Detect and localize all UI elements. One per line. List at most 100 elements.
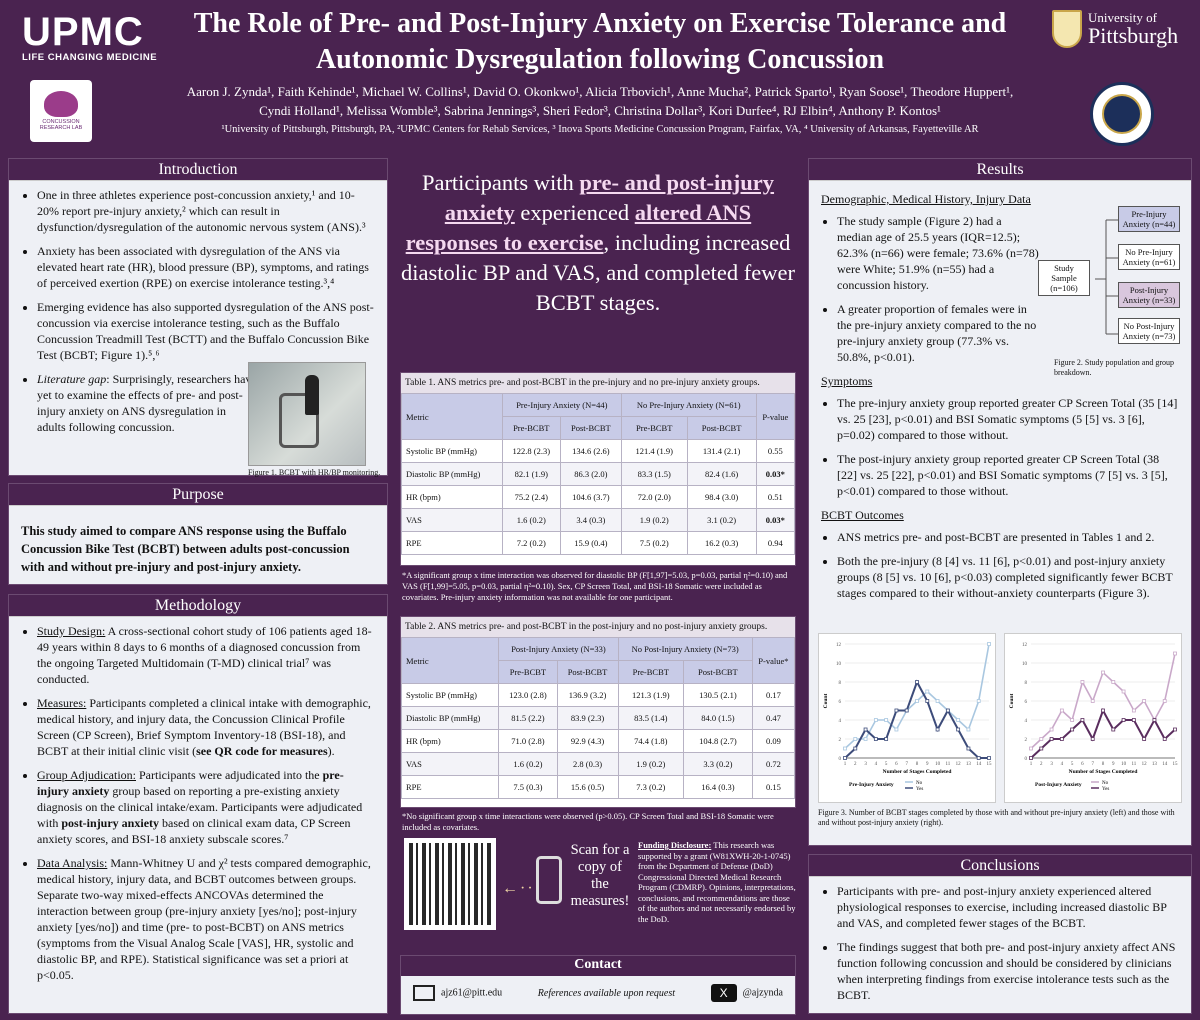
x-tick-label: 14: [976, 762, 982, 767]
metric-cell: Diastolic BP (mmHg): [401, 462, 503, 486]
study-design-text: A cross-sectional cohort study of 106 pa…: [37, 624, 372, 686]
pitt-p: Pittsburgh: [1088, 23, 1179, 48]
data-point: [945, 708, 950, 713]
measures-text: Participants completed a clinical intake…: [37, 696, 371, 758]
value-cell: 7.5 (0.3): [498, 775, 558, 799]
value-cell: 0.51: [755, 485, 796, 509]
qr-code[interactable]: [404, 838, 496, 930]
adjudication-text-2: group based on reporting a pre-existing …: [37, 784, 363, 830]
value-cell: 121.4 (1.9): [620, 439, 688, 463]
adjudication-bold-2: post-injury anxiety: [61, 816, 160, 830]
x-tick-label: 5: [1071, 762, 1074, 767]
results-bullet: ANS metrics pre- and post-BCBT are prese…: [837, 529, 1179, 545]
legend-entry: No: [916, 781, 923, 786]
data-point: [1080, 680, 1085, 684]
value-cell: 84.0 (1.5): [683, 706, 753, 730]
value-cell: 122.8 (2.3): [501, 439, 561, 463]
figure-3-caption: Figure 3. Number of BCBT stages complete…: [818, 808, 1175, 827]
poster-header: UPMC LIFE CHANGING MEDICINE CONCUSSION R…: [0, 0, 1200, 150]
x-axis-label: Number of Stages Completed: [1069, 769, 1138, 775]
metric-cell: Systolic BP (mmHg): [400, 683, 500, 707]
email-link[interactable]: ajz61@pitt.edu: [413, 985, 502, 1001]
data-point: [1029, 746, 1033, 751]
value-cell: 136.9 (3.2): [556, 683, 619, 707]
gap-text: : Surprisingly, researchers have yet to …: [37, 372, 257, 434]
y-tick-label: 10: [1022, 662, 1028, 667]
group-header: Pre-Injury Anxiety (N=44): [501, 393, 622, 417]
headline-part: , including increased diastolic BP and V…: [401, 230, 795, 315]
y-tick-label: 0: [1025, 757, 1028, 762]
table-row: Diastolic BP (mmHg) 82.1 (1.9) 86.3 (2.0) 8…: [401, 462, 796, 486]
x-tick-label: 2: [1040, 762, 1043, 767]
data-point: [915, 680, 919, 684]
references-note: References available upon request: [537, 987, 676, 999]
table-row: VAS 1.6 (0.2) 3.4 (0.3) 1.9 (0.2) 3.1 (0.2) 0…: [401, 508, 796, 532]
y-tick-label: 2: [1025, 738, 1028, 743]
adjudication-text: Participants were adjudicated into the: [136, 768, 323, 782]
method-bullet: Group Adjudication: Participants were ad…: [37, 767, 375, 847]
value-cell: 3.1 (0.2): [686, 508, 757, 532]
value-cell: 0.55: [755, 439, 796, 463]
data-point: [1059, 737, 1064, 741]
col-header: Pre-BCBT: [498, 660, 558, 684]
value-cell: 92.9 (4.3): [556, 729, 619, 753]
y-tick-label: 12: [836, 643, 842, 648]
method-bullet: Study Design: A cross-sectional cohort s…: [37, 623, 375, 687]
y-tick-label: 0: [839, 757, 842, 762]
x-tick-label: 1: [844, 762, 847, 767]
poster-title: The Role of Pre- and Post-Injury Anxiety…: [193, 8, 1007, 75]
y-tick-label: 8: [839, 681, 842, 686]
purpose-text: This study aimed to compare ANS response…: [21, 524, 350, 574]
adjudication-bold-1: pre-injury anxiety: [37, 768, 344, 798]
value-cell: 0.09: [751, 729, 796, 753]
value-cell: 1.9 (0.2): [620, 508, 688, 532]
legend-entry: No: [1102, 781, 1109, 786]
x-tick-label: 15: [987, 762, 993, 767]
metric-cell: HR (bpm): [401, 485, 503, 509]
results-bullet: The post-injury anxiety group reported g…: [837, 451, 1179, 499]
data-point: [873, 718, 878, 722]
y-tick-label: 12: [1022, 643, 1028, 648]
value-cell: 121.3 (1.9): [617, 683, 685, 707]
chart-post-injury: 0 2 4 6 8 10 12 1 2 3 4 5 6 7 8 9 10 11 12 13 14 15 Number of …: [1004, 633, 1182, 803]
orthopaedic-seal-icon: [1090, 82, 1154, 146]
data-point: [1162, 737, 1167, 741]
intro-bullet: One in three athletes experience post-co…: [37, 187, 375, 235]
no-post-injury-box: No Post-Injury Anxiety (n=73): [1118, 318, 1180, 344]
y-axis-label: Count: [1009, 693, 1015, 708]
value-cell: 74.4 (1.8): [617, 729, 685, 753]
flow-connectors: [1095, 219, 1118, 335]
y-tick-label: 4: [839, 719, 842, 724]
x-tick-label: 12: [1142, 762, 1148, 767]
data-point: [853, 746, 858, 751]
data-point: [1101, 670, 1105, 675]
data-point: [1111, 727, 1116, 732]
value-cell: 131.4 (2.1): [686, 439, 757, 463]
series-line: [844, 643, 990, 750]
x-tick-label: 4: [1061, 762, 1064, 767]
data-point: [1070, 727, 1075, 732]
headline-part: experienced: [514, 200, 635, 225]
data-point: [843, 746, 847, 751]
data-point: [884, 737, 889, 741]
results-title: Results: [809, 159, 1191, 181]
x-handle-link[interactable]: X @ajzynda: [710, 984, 783, 1002]
x-logo-icon: X: [710, 984, 737, 1002]
data-point: [1049, 737, 1054, 741]
group-header: Post-Injury Anxiety (N=33): [498, 637, 619, 661]
value-cell: 2.8 (0.3): [556, 752, 619, 776]
x-tick-label: 13: [1152, 762, 1158, 767]
data-point: [894, 708, 899, 713]
contact-title: Contact: [401, 956, 795, 976]
col-header: P-value*: [751, 637, 796, 684]
col-header: Metric: [401, 393, 503, 440]
data-point: [925, 699, 930, 703]
intro-bullet: Emerging evidence has also supported dys…: [37, 299, 375, 363]
figure-2-caption: Figure 2. Study population and group bre…: [1054, 358, 1174, 377]
x-tick-label: 9: [1112, 762, 1115, 767]
conclusion-bullet: Participants with pre- and post-injury a…: [837, 883, 1179, 931]
shield-icon: [1052, 10, 1082, 48]
data-point: [976, 756, 981, 760]
x-axis-label: Number of Stages Completed: [883, 769, 952, 775]
